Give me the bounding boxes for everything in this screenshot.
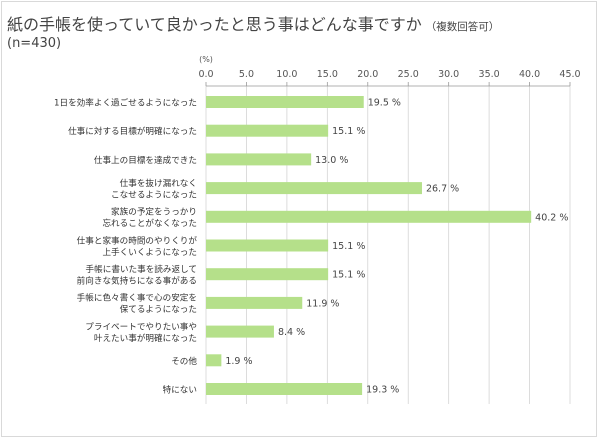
- tick-label: 20.0: [357, 69, 378, 80]
- bar-value-label: 15.1 %: [332, 270, 365, 281]
- category-label: プライベートでやりたい事や: [85, 320, 197, 332]
- category-label: 忘れることがなくなった: [102, 217, 197, 229]
- category-label: 仕事に対する目標が明確になった: [68, 125, 197, 137]
- tick-label: 35.0: [479, 69, 500, 80]
- axis-unit-label: (%): [199, 55, 213, 64]
- chart-title-text: 紙の手帳を使っていて良かったと思う事はどんな事ですか: [7, 15, 422, 34]
- category-label: こなせるようになった: [111, 189, 197, 200]
- bar: [206, 383, 363, 395]
- bar: [206, 182, 422, 195]
- bar-value-label: 19.5 %: [368, 98, 401, 109]
- chart-title-note: （複数回答可）: [425, 21, 500, 33]
- chart-title: 紙の手帳を使っていて良かったと思う事はどんな事ですか （複数回答可）: [7, 11, 499, 35]
- bar-value-label: 26.7 %: [426, 184, 459, 195]
- category-label: 仕事と家事の時間のやりくりが: [77, 234, 198, 246]
- tick-label: 0.0: [198, 69, 213, 80]
- category-label: 手帳に書いた事を読み返して: [86, 263, 197, 275]
- category-label: 上手くいくようになった: [102, 246, 197, 258]
- bar: [206, 325, 274, 338]
- tick-label: 40.0: [519, 69, 540, 80]
- category-label: 手帳に色々書く事で心の安定を: [77, 292, 197, 304]
- category-label: 家族の予定をうっかり: [111, 206, 197, 218]
- bar-value-label: 11.9 %: [306, 298, 339, 309]
- category-label: 仕事を抜け漏れなく: [120, 177, 197, 189]
- category-label: 叶えたい事が明確になった: [94, 332, 197, 344]
- bar: [206, 354, 222, 367]
- tick-label: 15.0: [317, 69, 338, 80]
- bar: [206, 124, 329, 137]
- bar: [206, 153, 312, 166]
- bar-value-label: 19.3 %: [366, 385, 399, 396]
- tick-label: 5.0: [239, 69, 254, 80]
- sample-size-label: (n=430): [7, 36, 62, 51]
- category-label: 保てるようになった: [120, 303, 197, 315]
- category-label: その他: [171, 355, 197, 367]
- tick-label: 45.0: [559, 69, 580, 80]
- tick-label: 30.0: [438, 69, 459, 80]
- category-label: 仕事上の目標を達成できた: [94, 154, 197, 166]
- bar: [206, 96, 364, 108]
- bar-value-label: 40.2 %: [535, 212, 568, 223]
- bar-value-label: 13.0 %: [315, 155, 348, 166]
- bar: [206, 296, 303, 309]
- category-label: 特にない: [163, 384, 197, 396]
- bar-value-label: 8.4 %: [278, 327, 305, 338]
- tick-label: 10.0: [276, 69, 297, 80]
- bar: [206, 210, 532, 223]
- bar: [206, 268, 329, 281]
- tick-label: 25.0: [398, 69, 419, 80]
- bar-value-label: 15.1 %: [332, 241, 365, 252]
- bar-value-label: 15.1 %: [332, 126, 365, 137]
- category-label: 前向きな気持ちになる事がある: [77, 274, 197, 286]
- bar: [206, 239, 329, 252]
- bar-value-label: 1.9 %: [225, 356, 252, 367]
- category-label: 1日を効率よく過ごせるようになった: [54, 97, 197, 109]
